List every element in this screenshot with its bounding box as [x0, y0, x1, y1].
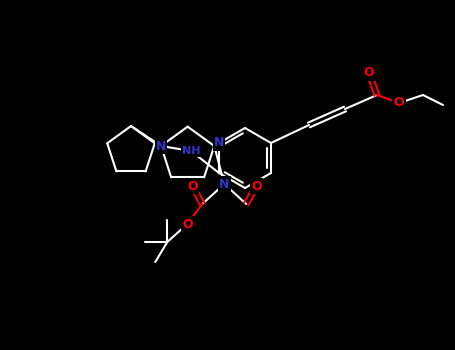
Text: N: N — [156, 140, 166, 153]
Text: NH: NH — [182, 146, 200, 156]
Text: N: N — [214, 136, 224, 149]
Text: O: O — [251, 180, 262, 193]
Text: O: O — [187, 180, 197, 193]
Text: O: O — [364, 66, 374, 79]
Text: O: O — [394, 97, 404, 110]
Text: O: O — [182, 217, 192, 231]
Text: N: N — [219, 177, 229, 190]
